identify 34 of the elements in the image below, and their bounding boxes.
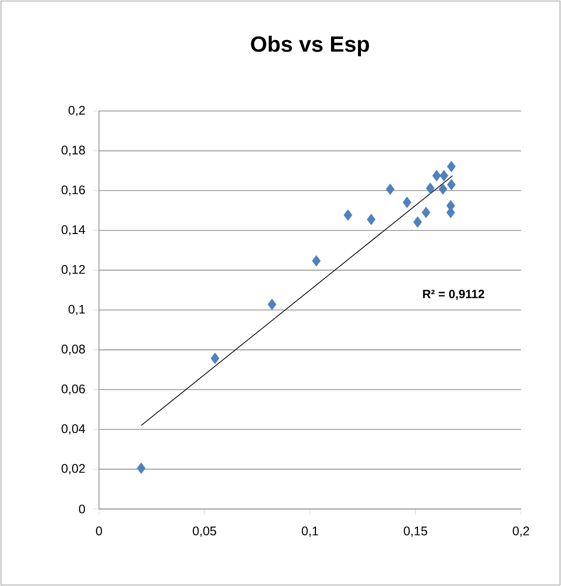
y-tick-label: 0,06 <box>62 384 85 395</box>
point <box>386 184 394 195</box>
x-tick-label: 0,05 <box>192 526 216 537</box>
point <box>344 209 352 221</box>
point <box>440 170 448 182</box>
point <box>413 216 422 228</box>
point <box>402 196 412 208</box>
point <box>422 206 430 218</box>
x-tick-label: 0,1 <box>302 526 318 537</box>
point <box>438 183 448 195</box>
y-tick-label: 0,02 <box>62 464 85 474</box>
y-tick-label: 0,16 <box>62 185 85 196</box>
annotation: R² = 0,9112 <box>423 290 484 300</box>
point <box>312 255 321 267</box>
x-tick-label: 0,15 <box>404 526 428 537</box>
y-tick-label: 0,2 <box>68 106 85 116</box>
x-tick-label: 0 <box>96 526 102 536</box>
point <box>210 352 220 364</box>
point <box>366 214 376 226</box>
point <box>447 160 456 172</box>
chart-title: Obs vs Esp <box>250 36 369 56</box>
point <box>432 170 441 182</box>
y-tick-label: 0,18 <box>62 146 85 156</box>
point <box>268 298 276 310</box>
point <box>136 462 146 474</box>
y-tick-label: 0,12 <box>62 265 85 276</box>
y-tick-label: 0,04 <box>62 424 86 435</box>
point <box>447 178 456 190</box>
y-tick-label: 0 <box>79 504 85 514</box>
y-tick-label: 0,1 <box>68 304 85 316</box>
x-tick-label: 0,2 <box>512 526 530 537</box>
y-tick-label: 0,14 <box>62 225 86 236</box>
y-tick-label: 0,08 <box>62 344 85 355</box>
point <box>426 182 435 194</box>
